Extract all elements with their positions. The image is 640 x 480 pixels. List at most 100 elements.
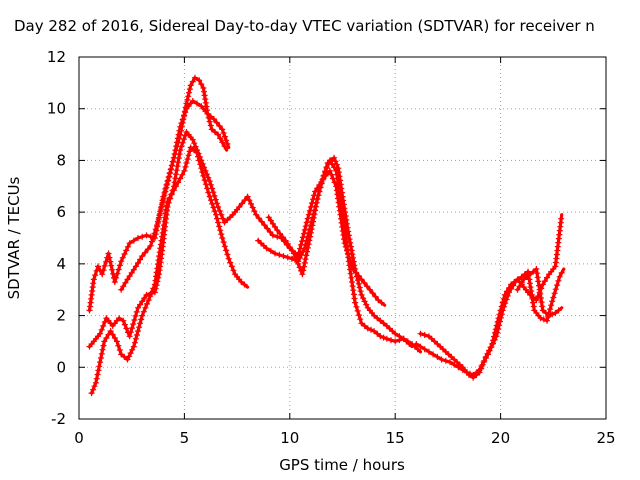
data-point-marker xyxy=(274,227,281,234)
data-point-marker xyxy=(105,250,112,257)
data-point-marker xyxy=(236,204,243,210)
data-point-marker xyxy=(305,241,312,248)
data-point-marker xyxy=(221,133,228,140)
data-point-marker xyxy=(467,370,473,377)
data-point-marker xyxy=(191,140,198,147)
data-point-marker xyxy=(347,270,354,277)
data-point-marker xyxy=(88,390,95,397)
data-point-marker xyxy=(352,299,359,306)
data-point-marker xyxy=(455,364,462,371)
data-point-marker xyxy=(263,245,270,252)
data-point-marker xyxy=(358,291,365,298)
data-point-marker xyxy=(308,226,315,233)
data-point-marker xyxy=(94,371,101,378)
data-point-marker xyxy=(197,161,204,168)
data-point-marker xyxy=(293,257,300,264)
data-point-marker xyxy=(552,286,559,293)
data-point-marker xyxy=(100,342,107,349)
data-point-marker xyxy=(480,359,487,366)
data-point-marker xyxy=(150,285,157,292)
data-point-marker xyxy=(353,303,360,310)
data-point-marker xyxy=(173,171,179,178)
series-arc-3 xyxy=(88,144,250,397)
data-point-marker xyxy=(135,304,141,311)
data-point-marker xyxy=(206,178,213,185)
data-point-marker xyxy=(177,175,184,182)
data-point-marker xyxy=(310,218,316,225)
data-point-marker xyxy=(175,159,182,166)
data-point-marker xyxy=(512,279,519,285)
data-point-marker xyxy=(205,174,212,181)
data-point-marker xyxy=(508,285,515,292)
data-point-marker xyxy=(255,215,262,222)
data-point-marker xyxy=(213,119,220,126)
data-point-marker xyxy=(514,286,521,293)
data-point-marker xyxy=(175,131,182,138)
data-point-marker xyxy=(558,215,565,222)
data-point-marker xyxy=(132,335,139,342)
data-point-marker xyxy=(491,336,498,343)
data-point-marker xyxy=(547,306,554,313)
data-point-marker xyxy=(154,222,160,229)
data-point-marker xyxy=(204,185,211,192)
data-point-marker xyxy=(182,132,189,139)
data-point-marker xyxy=(309,222,316,229)
data-point-marker xyxy=(115,266,122,273)
data-point-marker xyxy=(304,244,311,251)
data-point-marker xyxy=(345,258,352,265)
data-point-marker xyxy=(549,298,556,305)
data-point-marker xyxy=(118,286,125,293)
data-point-marker xyxy=(97,359,104,366)
data-point-marker xyxy=(154,218,161,225)
data-point-marker xyxy=(361,298,368,305)
data-point-marker xyxy=(131,339,138,346)
data-point-marker xyxy=(368,326,374,333)
data-point-marker xyxy=(142,249,149,256)
data-point-marker xyxy=(317,184,324,191)
data-point-marker xyxy=(120,317,127,324)
data-point-marker xyxy=(137,320,144,327)
data-point-marker xyxy=(179,116,186,123)
data-point-marker xyxy=(203,171,210,178)
data-point-marker xyxy=(118,351,125,358)
data-point-marker xyxy=(258,218,265,225)
data-point-marker xyxy=(144,246,151,253)
data-point-marker xyxy=(121,251,128,257)
data-point-marker xyxy=(136,324,143,331)
data-point-marker xyxy=(127,350,134,357)
data-point-marker xyxy=(178,120,185,127)
data-point-marker xyxy=(224,140,231,147)
data-point-marker xyxy=(124,356,131,363)
data-point-marker xyxy=(92,272,99,279)
data-point-marker xyxy=(95,367,102,374)
data-point-marker xyxy=(101,262,108,269)
data-point-marker xyxy=(336,187,343,194)
data-point-marker xyxy=(272,224,278,230)
data-point-marker xyxy=(292,254,299,260)
data-point-marker xyxy=(548,302,555,309)
data-point-marker xyxy=(371,328,378,335)
data-point-marker xyxy=(135,260,141,266)
data-point-marker xyxy=(100,322,107,329)
data-point-marker xyxy=(201,177,208,184)
data-point-marker xyxy=(318,180,325,187)
data-point-marker xyxy=(451,361,458,368)
data-point-marker xyxy=(219,139,226,146)
data-point-marker xyxy=(138,316,145,323)
data-point-marker xyxy=(135,235,141,241)
data-point-marker xyxy=(196,157,203,164)
data-point-marker xyxy=(139,233,146,240)
data-point-marker xyxy=(312,203,319,210)
data-point-marker xyxy=(113,338,120,345)
data-point-marker xyxy=(392,330,399,337)
data-point-marker xyxy=(269,232,276,239)
data-point-marker xyxy=(139,298,146,305)
data-point-marker xyxy=(100,267,107,274)
data-point-marker xyxy=(392,338,399,345)
data-point-marker xyxy=(540,316,547,323)
y-tick-label: -2 xyxy=(51,410,66,428)
data-point-marker xyxy=(470,372,477,378)
data-point-marker xyxy=(253,211,260,218)
data-point-marker xyxy=(267,247,274,254)
data-point-marker xyxy=(111,279,118,285)
